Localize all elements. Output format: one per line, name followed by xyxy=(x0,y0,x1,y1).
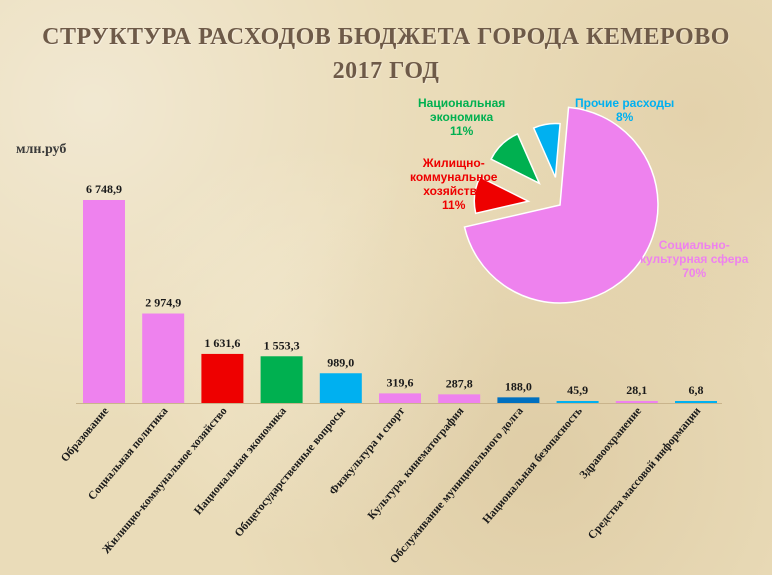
pie-slice-label-line: 70% xyxy=(682,266,707,280)
pie-slice xyxy=(473,176,531,215)
pie-slice-label-line: культурная сфера xyxy=(640,252,749,266)
chart-title: СТРУКТУРА РАСХОДОВ БЮДЖЕТА ГОРОДА КЕМЕРО… xyxy=(42,24,730,50)
pie-slice-label-line: 11% xyxy=(442,198,466,212)
bar-value-label: 1 553,3 xyxy=(264,338,300,352)
bar-value-label: 188,0 xyxy=(505,379,532,393)
bar-value-label: 319,6 xyxy=(387,375,414,389)
pie-slice xyxy=(463,106,659,304)
bar-value-label: 287,8 xyxy=(446,376,473,390)
bar-value-label: 6,8 xyxy=(689,383,704,397)
pie-slice-label-line: Жилищно- xyxy=(422,156,485,170)
bar xyxy=(142,313,185,403)
bar xyxy=(615,401,658,403)
pie-slice-label-line: коммунальное xyxy=(410,170,498,184)
bar xyxy=(379,393,421,403)
pie-slice-label: Жилищно-коммунальное хозяйство 11% xyxy=(410,156,497,212)
y-unit-label: млн.руб xyxy=(16,142,67,157)
bar-value-label: 45,9 xyxy=(567,383,588,397)
bar xyxy=(438,394,481,403)
pie-slice-label: Социально-культурная сфера 70% xyxy=(640,238,748,280)
bar xyxy=(556,401,599,403)
bar xyxy=(201,353,244,403)
pie-slice-label-line: 8% xyxy=(615,110,634,124)
bar xyxy=(319,373,362,403)
pie-slice-label-line: экономика xyxy=(430,110,494,124)
pie-slice xyxy=(490,132,541,185)
pie-slice-label: Национальная экономика 11% xyxy=(418,96,505,138)
pie-slice-label-line: 11% xyxy=(449,124,474,138)
bar-value-label: 6 748,9 xyxy=(86,182,122,196)
pie-slice-label-line: Прочие расходы xyxy=(575,96,675,110)
pie-slice-label-line: Социально- xyxy=(658,238,730,252)
bar xyxy=(497,397,540,403)
bar-value-label: 28,1 xyxy=(626,383,647,397)
pie-slice xyxy=(532,122,561,178)
pie-slice-label: Прочие расходы 8% xyxy=(575,96,674,124)
chart-subtitle: 2017 ГОД xyxy=(332,58,440,84)
bar xyxy=(260,356,303,403)
bar-value-label: 989,0 xyxy=(327,355,354,369)
pie-slice-label-line: хозяйство xyxy=(423,184,485,198)
pie-slice-label-line: Национальная xyxy=(418,96,506,110)
bar-value-label: 1 631,6 xyxy=(204,336,240,350)
bar-value-label: 2 974,9 xyxy=(145,296,181,310)
bar xyxy=(675,401,717,403)
bar xyxy=(83,200,125,403)
